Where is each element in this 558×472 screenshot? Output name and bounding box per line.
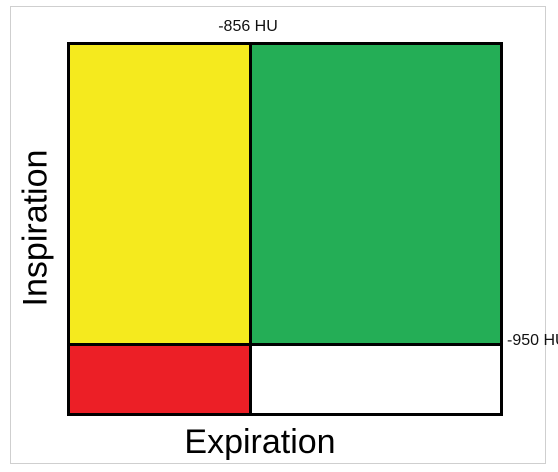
right-threshold-label: -950 HU — [507, 332, 558, 349]
x-axis-label: Expiration — [184, 423, 336, 461]
vertical-divider — [249, 45, 252, 413]
quadrant-grid — [67, 42, 503, 416]
quadrant-top-left — [70, 45, 251, 344]
quadrant-top-right — [251, 45, 500, 344]
top-threshold-label: -856 HU — [218, 18, 278, 35]
horizontal-divider — [70, 343, 500, 346]
y-axis-label: Inspiration — [16, 149, 55, 307]
quadrant-bottom-left — [70, 344, 251, 413]
quadrant-bottom-right — [251, 344, 500, 413]
figure-border — [10, 6, 546, 464]
